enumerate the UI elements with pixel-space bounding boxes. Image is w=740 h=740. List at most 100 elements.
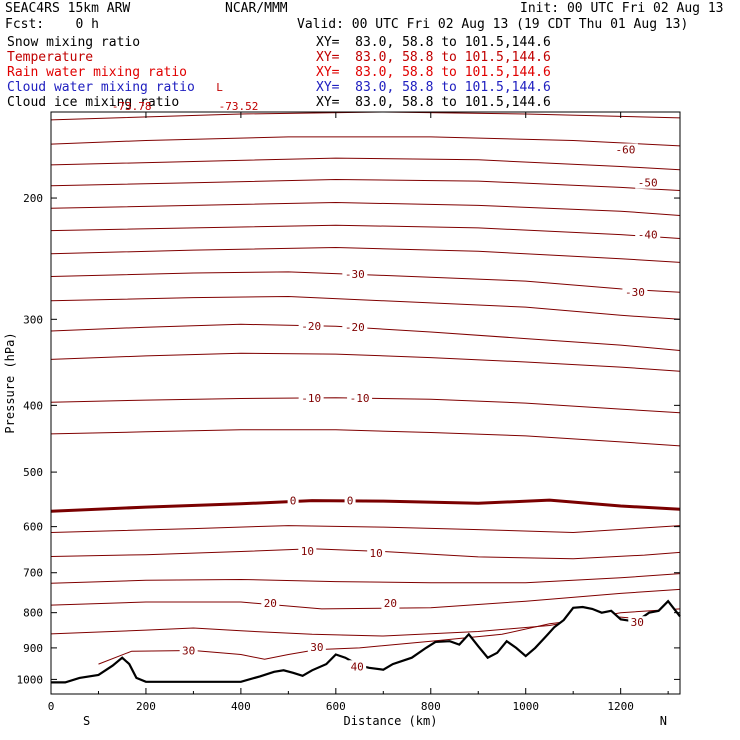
freezing-level-label-bg [287, 494, 299, 507]
contour-label-bg [381, 597, 400, 610]
y-tick-label: 400 [23, 399, 43, 412]
isotherm-line [50, 246, 681, 263]
contour-label: 40 [351, 660, 364, 673]
isotherm-line [50, 136, 681, 147]
isotherm-line [50, 295, 681, 320]
isotherm-line [50, 397, 681, 414]
contour-label: -40 [638, 229, 658, 242]
contour-label-bg [348, 660, 367, 673]
isotherm-line [50, 548, 681, 560]
contour-label-bg [635, 176, 661, 189]
contour-label-bg [179, 644, 198, 657]
org-name: NCAR/MMM [225, 1, 288, 16]
contour-label: -20 [345, 321, 365, 334]
field-name: Temperature [7, 50, 94, 65]
valid-time: Valid: 00 UTC Fri 02 Aug 13 (19 CDT Thu … [297, 17, 689, 32]
contour-labels-layer: -30 -30 -20 -20 -10 -10 -60 -50 -40 10 10 20 20 30 30 3… [112, 81, 661, 673]
contour-label-bg [342, 268, 368, 281]
field-name: Cloud ice mixing ratio [7, 95, 180, 110]
contour-label: 10 [370, 547, 383, 560]
extremum-label: -73.52 [219, 100, 259, 113]
freezing-level-label-bg [344, 494, 356, 507]
field-xy-range: XY= 83.0, 58.8 to 101.5,144.6 [316, 65, 551, 80]
field-xy-range: XY= 83.0, 58.8 to 101.5,144.6 [316, 35, 551, 50]
contour-label: 10 [301, 545, 314, 558]
x-tick-label: 800 [421, 700, 441, 713]
contour-label: 20 [384, 597, 397, 610]
contour-label-bg [628, 616, 647, 629]
isotherms-layer [50, 111, 681, 665]
contour-label: 30 [182, 645, 195, 658]
x-tick-label: 0 [48, 700, 55, 713]
freezing-level-label: 0 [290, 495, 297, 508]
field-xy-range: XY= 83.0, 58.8 to 101.5,144.6 [316, 50, 551, 65]
isotherm-line [50, 157, 681, 171]
contour-label-bg [635, 228, 661, 241]
x-tick-label: 1000 [512, 700, 539, 713]
contour-label: -30 [345, 268, 365, 281]
isotherm-line [50, 429, 681, 447]
north-end-label: N [660, 714, 667, 728]
y-tick-label: 200 [23, 192, 43, 205]
x-tick-label: 200 [136, 700, 156, 713]
contour-label-bg [298, 545, 317, 558]
contour-label-bg [261, 596, 280, 609]
isotherm-line [50, 178, 681, 191]
y-tick-label: 300 [23, 313, 43, 326]
contour-label: -30 [625, 286, 645, 299]
field-xy-range: XY= 83.0, 58.8 to 101.5,144.6 [316, 80, 551, 95]
contour-label-bg [622, 286, 648, 299]
contour-label: -60 [615, 143, 635, 156]
isotherm-line [50, 224, 681, 239]
contour-label: 20 [264, 597, 277, 610]
y-axis-label: Pressure (hPa) [3, 332, 17, 433]
x-tick-label: 1200 [607, 700, 634, 713]
terrain-layer [51, 599, 681, 694]
plot-frame [50, 111, 681, 695]
freezing-level-line [50, 498, 681, 513]
x-tick-label: 600 [326, 700, 346, 713]
field-xy-range: XY= 83.0, 58.8 to 101.5,144.6 [316, 95, 551, 110]
y-tick-label: 1000 [17, 673, 44, 686]
x-axis-label: Distance (km) [344, 714, 438, 728]
contour-label-bg [347, 391, 373, 404]
contour-label-bg [612, 143, 638, 156]
y-tick-label: 500 [23, 466, 43, 479]
model-name: SEAC4RS 15km ARW [5, 1, 131, 16]
contour-label-bg [298, 320, 324, 333]
axes-layer: 0 200 400 600 800 1000 12002003004005006007008… [3, 111, 681, 728]
isotherm-line [50, 573, 681, 584]
field-name: Cloud water mixing ratio [7, 80, 195, 95]
isotherm-line [50, 201, 681, 216]
contour-label-bg [342, 321, 368, 334]
contour-label-bg [298, 391, 324, 404]
contour-label: -10 [350, 392, 370, 405]
extremum-label: L [216, 81, 223, 94]
south-end-label: S [83, 714, 90, 728]
isotherm-line [50, 352, 681, 372]
isotherm-line [50, 588, 681, 610]
isotherm-line [50, 271, 681, 293]
init-time: Init: 00 UTC Fri 02 Aug 13 [520, 1, 724, 16]
y-tick-label: 600 [23, 521, 43, 534]
x-tick-label: 400 [231, 700, 251, 713]
terrain-fill [51, 601, 680, 694]
y-tick-label: 900 [23, 642, 43, 655]
contour-label: -20 [301, 320, 321, 333]
contour-label-bg [307, 641, 326, 654]
contour-label-bg [367, 546, 386, 559]
y-tick-label: 800 [23, 607, 43, 620]
field-name: Rain water mixing ratio [7, 65, 188, 80]
isotherm-line [50, 323, 681, 351]
terrain-line [51, 599, 681, 684]
forecast-hour: Fcst: 0 h [5, 17, 99, 32]
extremum-label: -73.78 [112, 100, 152, 113]
y-tick-label: 700 [23, 567, 43, 580]
contour-label: -10 [301, 392, 321, 405]
contour-label: -50 [638, 177, 658, 190]
contour-label: 30 [631, 616, 644, 629]
field-name: Snow mixing ratio [7, 35, 141, 50]
isotherm-line [50, 525, 681, 534]
contour-label: 30 [310, 641, 323, 654]
